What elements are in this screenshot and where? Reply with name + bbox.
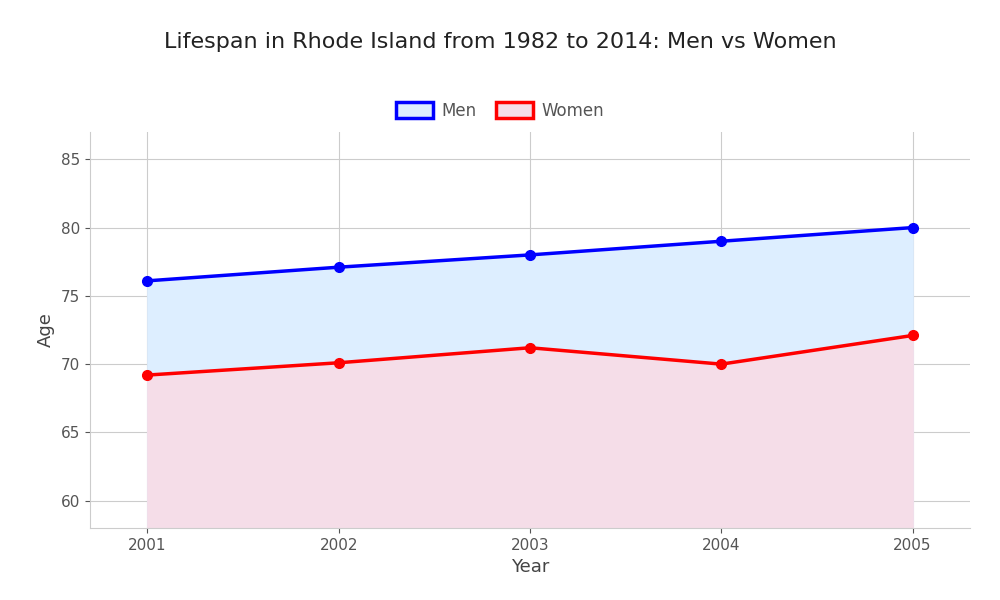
Text: Lifespan in Rhode Island from 1982 to 2014: Men vs Women: Lifespan in Rhode Island from 1982 to 20… <box>164 32 836 52</box>
X-axis label: Year: Year <box>511 558 549 576</box>
Y-axis label: Age: Age <box>37 313 55 347</box>
Legend: Men, Women: Men, Women <box>389 95 611 127</box>
